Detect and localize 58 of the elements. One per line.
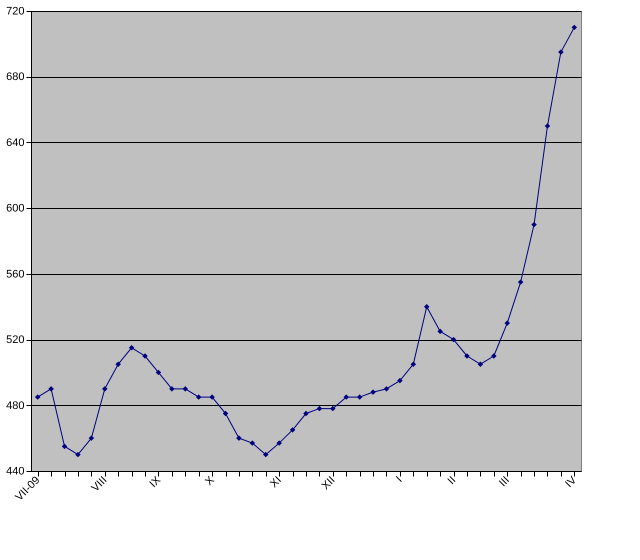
point xyxy=(437,328,443,334)
point xyxy=(236,435,242,441)
point xyxy=(222,410,228,416)
point xyxy=(464,353,470,359)
point xyxy=(34,394,40,400)
point xyxy=(572,24,578,30)
x-tick-label: IX xyxy=(147,474,164,490)
point xyxy=(128,345,134,351)
point xyxy=(518,279,524,285)
point xyxy=(384,386,390,392)
x-tick-label: II xyxy=(445,474,458,488)
y-tick-label: 480 xyxy=(6,400,24,412)
point xyxy=(544,123,550,129)
point xyxy=(356,394,362,400)
y-tick-label: 720 xyxy=(6,6,24,18)
y-tick-label: 600 xyxy=(6,202,24,215)
point xyxy=(263,452,268,458)
point xyxy=(478,361,484,367)
point xyxy=(48,386,54,392)
point xyxy=(531,222,537,228)
y-tick-label: 520 xyxy=(6,334,24,346)
point xyxy=(169,386,175,392)
point xyxy=(344,394,349,400)
x-tick-label: III xyxy=(496,474,512,490)
y-tick-label: 640 xyxy=(6,136,24,149)
point xyxy=(450,336,456,342)
point xyxy=(410,361,416,367)
point xyxy=(142,353,148,359)
point xyxy=(250,440,256,446)
y-tick-label: 680 xyxy=(6,71,24,84)
point xyxy=(209,394,215,400)
y-tick-label: 440 xyxy=(6,466,24,478)
x-tick-label: IV xyxy=(563,474,580,490)
point xyxy=(370,389,376,395)
point xyxy=(504,320,510,326)
point xyxy=(290,427,296,433)
x-tick-label: XI xyxy=(268,474,284,490)
point xyxy=(276,440,282,446)
point xyxy=(115,361,121,367)
point xyxy=(75,452,81,458)
x-tick-label: X xyxy=(203,474,218,488)
point xyxy=(397,378,403,384)
x-tick-label: I xyxy=(394,474,405,485)
point xyxy=(196,394,202,400)
point xyxy=(182,386,188,392)
point xyxy=(88,435,94,441)
y-tick-label: 560 xyxy=(6,268,24,280)
point xyxy=(558,49,564,55)
point xyxy=(156,370,162,376)
point xyxy=(102,386,108,392)
point xyxy=(303,410,309,416)
x-tick-label: VIII xyxy=(89,474,110,494)
point xyxy=(316,406,322,412)
point xyxy=(62,444,68,450)
point xyxy=(424,304,430,310)
point xyxy=(491,353,497,359)
point xyxy=(330,406,336,412)
x-tick-label: XII xyxy=(320,474,338,492)
